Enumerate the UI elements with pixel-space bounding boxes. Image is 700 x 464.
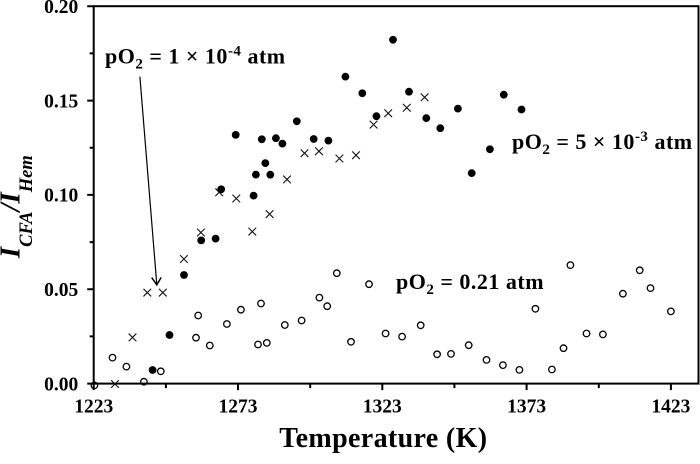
svg-text:0.10: 0.10	[44, 186, 78, 207]
svg-text:0.05: 0.05	[44, 280, 78, 301]
svg-text:1423: 1423	[651, 396, 690, 417]
svg-text:0.20: 0.20	[44, 0, 78, 18]
svg-text:pO2 = 5 × 10-3 atm: pO2 = 5 × 10-3 atm	[512, 129, 693, 158]
svg-text:1373: 1373	[507, 396, 546, 417]
svg-text:Temperature (K): Temperature (K)	[279, 423, 487, 454]
svg-text:0.00: 0.00	[44, 374, 78, 395]
svg-text:0.15: 0.15	[44, 91, 78, 112]
svg-text:1323: 1323	[363, 396, 402, 417]
svg-text:pO2 = 0.21 atm: pO2 = 0.21 atm	[396, 269, 544, 298]
svg-text:1223: 1223	[74, 396, 113, 417]
svg-text:1273: 1273	[219, 396, 258, 417]
svg-text:pO2 = 1 × 10-4 atm: pO2 = 1 × 10-4 atm	[105, 44, 286, 73]
